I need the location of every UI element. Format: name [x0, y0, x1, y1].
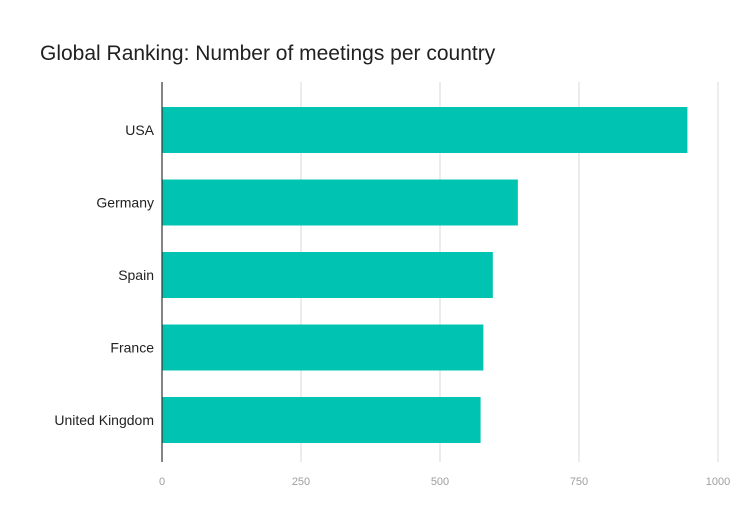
category-label-france: France — [110, 340, 154, 356]
category-label-spain: Spain — [118, 267, 154, 283]
bar-germany — [162, 179, 518, 226]
bar-usa — [162, 107, 688, 153]
x-tick-label-250: 250 — [292, 476, 310, 488]
bars — [162, 107, 688, 443]
bar-france — [162, 324, 484, 371]
x-tick-label-750: 750 — [570, 476, 588, 488]
bar-spain — [162, 252, 493, 298]
x-tick-label-500: 500 — [431, 476, 449, 488]
x-tick-label-1000: 1000 — [706, 476, 730, 488]
bar-united-kingdom — [162, 397, 481, 443]
x-tick-labels: 0 250 500 750 1000 — [159, 476, 730, 488]
x-tick-label-0: 0 — [159, 476, 165, 488]
category-labels: USA Germany Spain France United Kingdom — [54, 122, 154, 428]
category-label-united-kingdom: United Kingdom — [54, 412, 154, 428]
chart-title: Global Ranking: Number of meetings per c… — [40, 42, 496, 65]
category-label-germany: Germany — [96, 195, 154, 211]
category-label-usa: USA — [125, 122, 154, 138]
